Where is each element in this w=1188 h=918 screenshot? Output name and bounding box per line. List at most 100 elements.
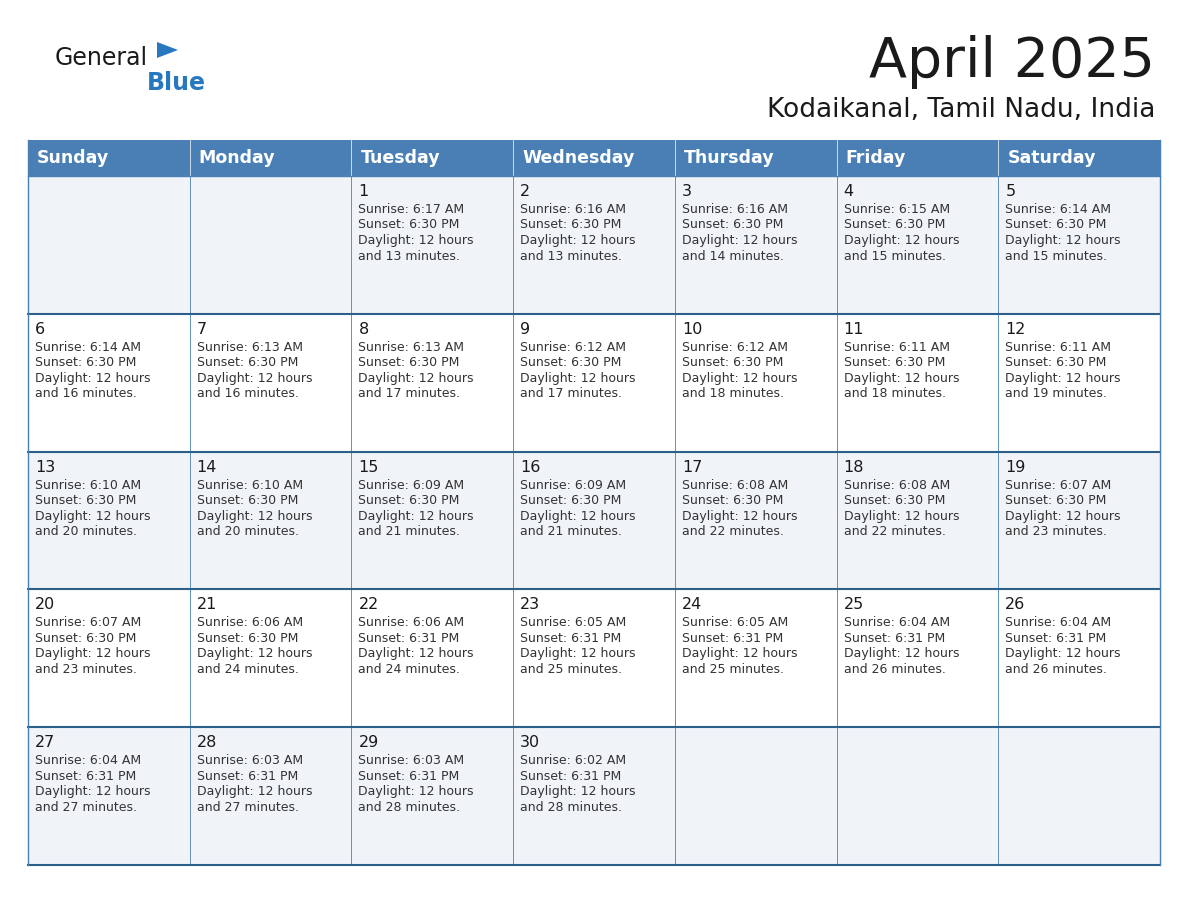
- Bar: [998, 452, 1159, 589]
- Text: Sunset: 6:30 PM: Sunset: 6:30 PM: [843, 356, 944, 369]
- Text: Daylight: 12 hours: Daylight: 12 hours: [843, 647, 959, 660]
- Text: Sunrise: 6:13 AM: Sunrise: 6:13 AM: [359, 341, 465, 353]
- Bar: [836, 140, 998, 176]
- Bar: [513, 452, 675, 589]
- Bar: [675, 140, 836, 176]
- Text: Sunset: 6:31 PM: Sunset: 6:31 PM: [359, 769, 460, 783]
- Text: Sunrise: 6:12 AM: Sunrise: 6:12 AM: [520, 341, 626, 353]
- Text: and 28 minutes.: and 28 minutes.: [520, 800, 623, 813]
- Text: Daylight: 12 hours: Daylight: 12 hours: [843, 509, 959, 522]
- Text: Sunrise: 6:09 AM: Sunrise: 6:09 AM: [520, 478, 626, 492]
- Text: 23: 23: [520, 598, 541, 612]
- Text: Sunset: 6:31 PM: Sunset: 6:31 PM: [520, 632, 621, 645]
- Text: April 2025: April 2025: [868, 35, 1155, 89]
- Text: Sunrise: 6:14 AM: Sunrise: 6:14 AM: [1005, 203, 1111, 216]
- Text: Thursday: Thursday: [684, 149, 775, 167]
- Text: Daylight: 12 hours: Daylight: 12 hours: [843, 234, 959, 247]
- Text: and 28 minutes.: and 28 minutes.: [359, 800, 461, 813]
- Text: Daylight: 12 hours: Daylight: 12 hours: [520, 647, 636, 660]
- Text: and 15 minutes.: and 15 minutes.: [1005, 250, 1107, 263]
- Text: 14: 14: [197, 460, 217, 475]
- Text: Sunrise: 6:15 AM: Sunrise: 6:15 AM: [843, 203, 949, 216]
- Text: Daylight: 12 hours: Daylight: 12 hours: [197, 372, 312, 385]
- Text: 15: 15: [359, 460, 379, 475]
- Text: Sunday: Sunday: [37, 149, 109, 167]
- Bar: [675, 727, 836, 865]
- Text: 10: 10: [682, 322, 702, 337]
- Text: Sunrise: 6:11 AM: Sunrise: 6:11 AM: [843, 341, 949, 353]
- Text: Sunset: 6:31 PM: Sunset: 6:31 PM: [1005, 632, 1106, 645]
- Text: and 20 minutes.: and 20 minutes.: [197, 525, 298, 538]
- Text: Sunset: 6:30 PM: Sunset: 6:30 PM: [359, 218, 460, 231]
- Bar: [998, 176, 1159, 314]
- Bar: [675, 589, 836, 727]
- Text: Sunset: 6:30 PM: Sunset: 6:30 PM: [843, 218, 944, 231]
- Bar: [190, 314, 352, 452]
- Text: Sunset: 6:31 PM: Sunset: 6:31 PM: [34, 769, 137, 783]
- Text: 24: 24: [682, 598, 702, 612]
- Text: and 13 minutes.: and 13 minutes.: [520, 250, 623, 263]
- Text: General: General: [55, 46, 148, 70]
- Text: 8: 8: [359, 322, 368, 337]
- Bar: [836, 314, 998, 452]
- Bar: [836, 452, 998, 589]
- Text: Sunset: 6:31 PM: Sunset: 6:31 PM: [197, 769, 298, 783]
- Text: Sunrise: 6:11 AM: Sunrise: 6:11 AM: [1005, 341, 1111, 353]
- Text: Daylight: 12 hours: Daylight: 12 hours: [359, 647, 474, 660]
- Text: Daylight: 12 hours: Daylight: 12 hours: [520, 372, 636, 385]
- Bar: [29, 314, 190, 452]
- Text: Daylight: 12 hours: Daylight: 12 hours: [34, 372, 151, 385]
- Text: and 17 minutes.: and 17 minutes.: [520, 387, 623, 400]
- Bar: [675, 314, 836, 452]
- Text: 2: 2: [520, 184, 530, 199]
- Text: Sunset: 6:30 PM: Sunset: 6:30 PM: [34, 632, 137, 645]
- Bar: [352, 727, 513, 865]
- Text: Daylight: 12 hours: Daylight: 12 hours: [359, 509, 474, 522]
- Bar: [513, 727, 675, 865]
- Text: Sunset: 6:30 PM: Sunset: 6:30 PM: [520, 218, 621, 231]
- Text: Sunrise: 6:14 AM: Sunrise: 6:14 AM: [34, 341, 141, 353]
- Text: Sunset: 6:30 PM: Sunset: 6:30 PM: [1005, 494, 1107, 507]
- Text: Sunset: 6:30 PM: Sunset: 6:30 PM: [359, 356, 460, 369]
- Text: Daylight: 12 hours: Daylight: 12 hours: [197, 647, 312, 660]
- Text: Sunset: 6:30 PM: Sunset: 6:30 PM: [682, 494, 783, 507]
- Text: Sunrise: 6:06 AM: Sunrise: 6:06 AM: [197, 616, 303, 630]
- Text: Sunrise: 6:10 AM: Sunrise: 6:10 AM: [197, 478, 303, 492]
- Text: 25: 25: [843, 598, 864, 612]
- Text: Sunset: 6:30 PM: Sunset: 6:30 PM: [1005, 218, 1107, 231]
- Text: 12: 12: [1005, 322, 1025, 337]
- Text: and 24 minutes.: and 24 minutes.: [197, 663, 298, 676]
- Text: 26: 26: [1005, 598, 1025, 612]
- Text: Sunset: 6:30 PM: Sunset: 6:30 PM: [34, 494, 137, 507]
- Bar: [29, 176, 190, 314]
- Text: Sunset: 6:30 PM: Sunset: 6:30 PM: [843, 494, 944, 507]
- Text: Daylight: 12 hours: Daylight: 12 hours: [520, 234, 636, 247]
- Bar: [190, 452, 352, 589]
- Text: Sunrise: 6:08 AM: Sunrise: 6:08 AM: [843, 478, 950, 492]
- Text: and 27 minutes.: and 27 minutes.: [197, 800, 298, 813]
- Text: Sunset: 6:30 PM: Sunset: 6:30 PM: [197, 632, 298, 645]
- Polygon shape: [157, 42, 178, 58]
- Text: Sunrise: 6:06 AM: Sunrise: 6:06 AM: [359, 616, 465, 630]
- Text: Sunset: 6:30 PM: Sunset: 6:30 PM: [197, 494, 298, 507]
- Text: Sunrise: 6:04 AM: Sunrise: 6:04 AM: [843, 616, 949, 630]
- Text: 6: 6: [34, 322, 45, 337]
- Text: Sunrise: 6:16 AM: Sunrise: 6:16 AM: [520, 203, 626, 216]
- Text: and 19 minutes.: and 19 minutes.: [1005, 387, 1107, 400]
- Text: and 21 minutes.: and 21 minutes.: [359, 525, 460, 538]
- Bar: [352, 589, 513, 727]
- Bar: [998, 140, 1159, 176]
- Text: Sunrise: 6:10 AM: Sunrise: 6:10 AM: [34, 478, 141, 492]
- Bar: [675, 452, 836, 589]
- Bar: [190, 176, 352, 314]
- Text: and 18 minutes.: and 18 minutes.: [843, 387, 946, 400]
- Text: 3: 3: [682, 184, 691, 199]
- Text: and 18 minutes.: and 18 minutes.: [682, 387, 784, 400]
- Text: Daylight: 12 hours: Daylight: 12 hours: [1005, 647, 1120, 660]
- Text: Saturday: Saturday: [1007, 149, 1095, 167]
- Bar: [513, 176, 675, 314]
- Text: Daylight: 12 hours: Daylight: 12 hours: [197, 785, 312, 798]
- Bar: [29, 589, 190, 727]
- Text: 30: 30: [520, 735, 541, 750]
- Text: and 24 minutes.: and 24 minutes.: [359, 663, 460, 676]
